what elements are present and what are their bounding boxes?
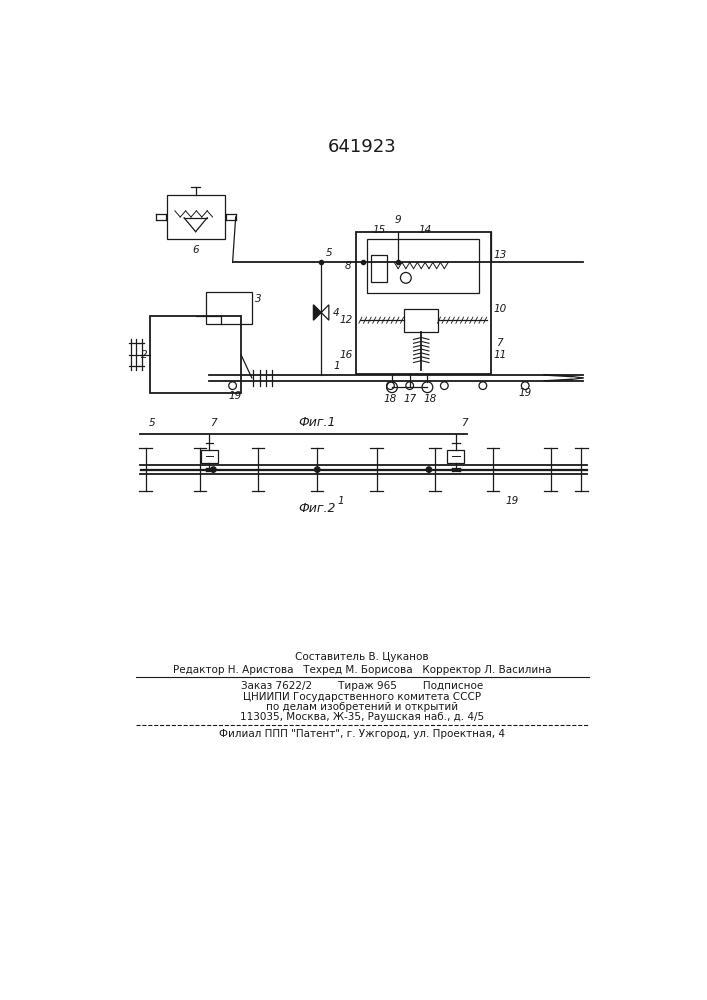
Circle shape (211, 467, 216, 472)
Text: 17: 17 (403, 394, 416, 404)
Text: 6: 6 (192, 245, 199, 255)
Text: 7: 7 (210, 418, 216, 428)
Text: 5: 5 (148, 418, 155, 428)
Text: ЦНИИПИ Государственного комитета СССР: ЦНИИПИ Государственного комитета СССР (243, 692, 481, 702)
Text: 3: 3 (255, 294, 262, 304)
Text: 113035, Москва, Ж-35, Раушская наб., д. 4/5: 113035, Москва, Ж-35, Раушская наб., д. … (240, 712, 484, 722)
Text: Редактор Н. Аристова   Техред М. Борисова   Корректор Л. Василина: Редактор Н. Аристова Техред М. Борисова … (173, 665, 551, 675)
Text: 16: 16 (340, 350, 354, 360)
Text: 9: 9 (395, 215, 402, 225)
Text: 13: 13 (493, 250, 506, 260)
Bar (448, 450, 464, 463)
Text: 15: 15 (373, 225, 385, 235)
Text: 18: 18 (424, 394, 437, 404)
Text: 2: 2 (141, 350, 147, 360)
Polygon shape (321, 305, 329, 320)
Polygon shape (313, 305, 321, 320)
Bar (150, 316, 241, 393)
Text: Составитель В. Цуканов: Составитель В. Цуканов (295, 652, 428, 662)
Text: Фиг.1: Фиг.1 (298, 416, 336, 429)
Bar (167, 195, 225, 239)
Text: 19: 19 (228, 391, 242, 401)
Text: Заказ 7622/2        Тираж 965        Подписное: Заказ 7622/2 Тираж 965 Подписное (241, 681, 483, 691)
Circle shape (426, 467, 432, 472)
Text: 8: 8 (345, 261, 351, 271)
Text: 19: 19 (506, 496, 519, 506)
Text: 19: 19 (518, 388, 532, 398)
Text: 14: 14 (419, 225, 432, 235)
Text: 10: 10 (493, 304, 506, 314)
Text: Филиал ППП "Патент", г. Ужгород, ул. Проектная, 4: Филиал ППП "Патент", г. Ужгород, ул. Про… (219, 729, 505, 739)
Text: 1: 1 (333, 361, 340, 371)
Text: 12: 12 (340, 315, 354, 325)
Bar (356, 232, 491, 374)
Text: 5: 5 (325, 248, 332, 258)
Text: 7: 7 (461, 418, 467, 428)
Circle shape (315, 467, 320, 472)
Bar (206, 292, 252, 324)
Text: 1: 1 (337, 496, 344, 506)
Text: 641923: 641923 (327, 138, 397, 156)
Text: 18: 18 (384, 394, 397, 404)
Text: Фиг.2: Фиг.2 (298, 502, 336, 515)
Bar (201, 450, 218, 463)
Bar (371, 255, 387, 282)
Text: 11: 11 (493, 350, 506, 360)
Bar (404, 309, 438, 332)
Text: по делам изобретений и открытий: по делам изобретений и открытий (266, 702, 458, 712)
Text: 4: 4 (333, 308, 340, 318)
Bar (368, 239, 479, 293)
Text: 7: 7 (496, 338, 503, 348)
